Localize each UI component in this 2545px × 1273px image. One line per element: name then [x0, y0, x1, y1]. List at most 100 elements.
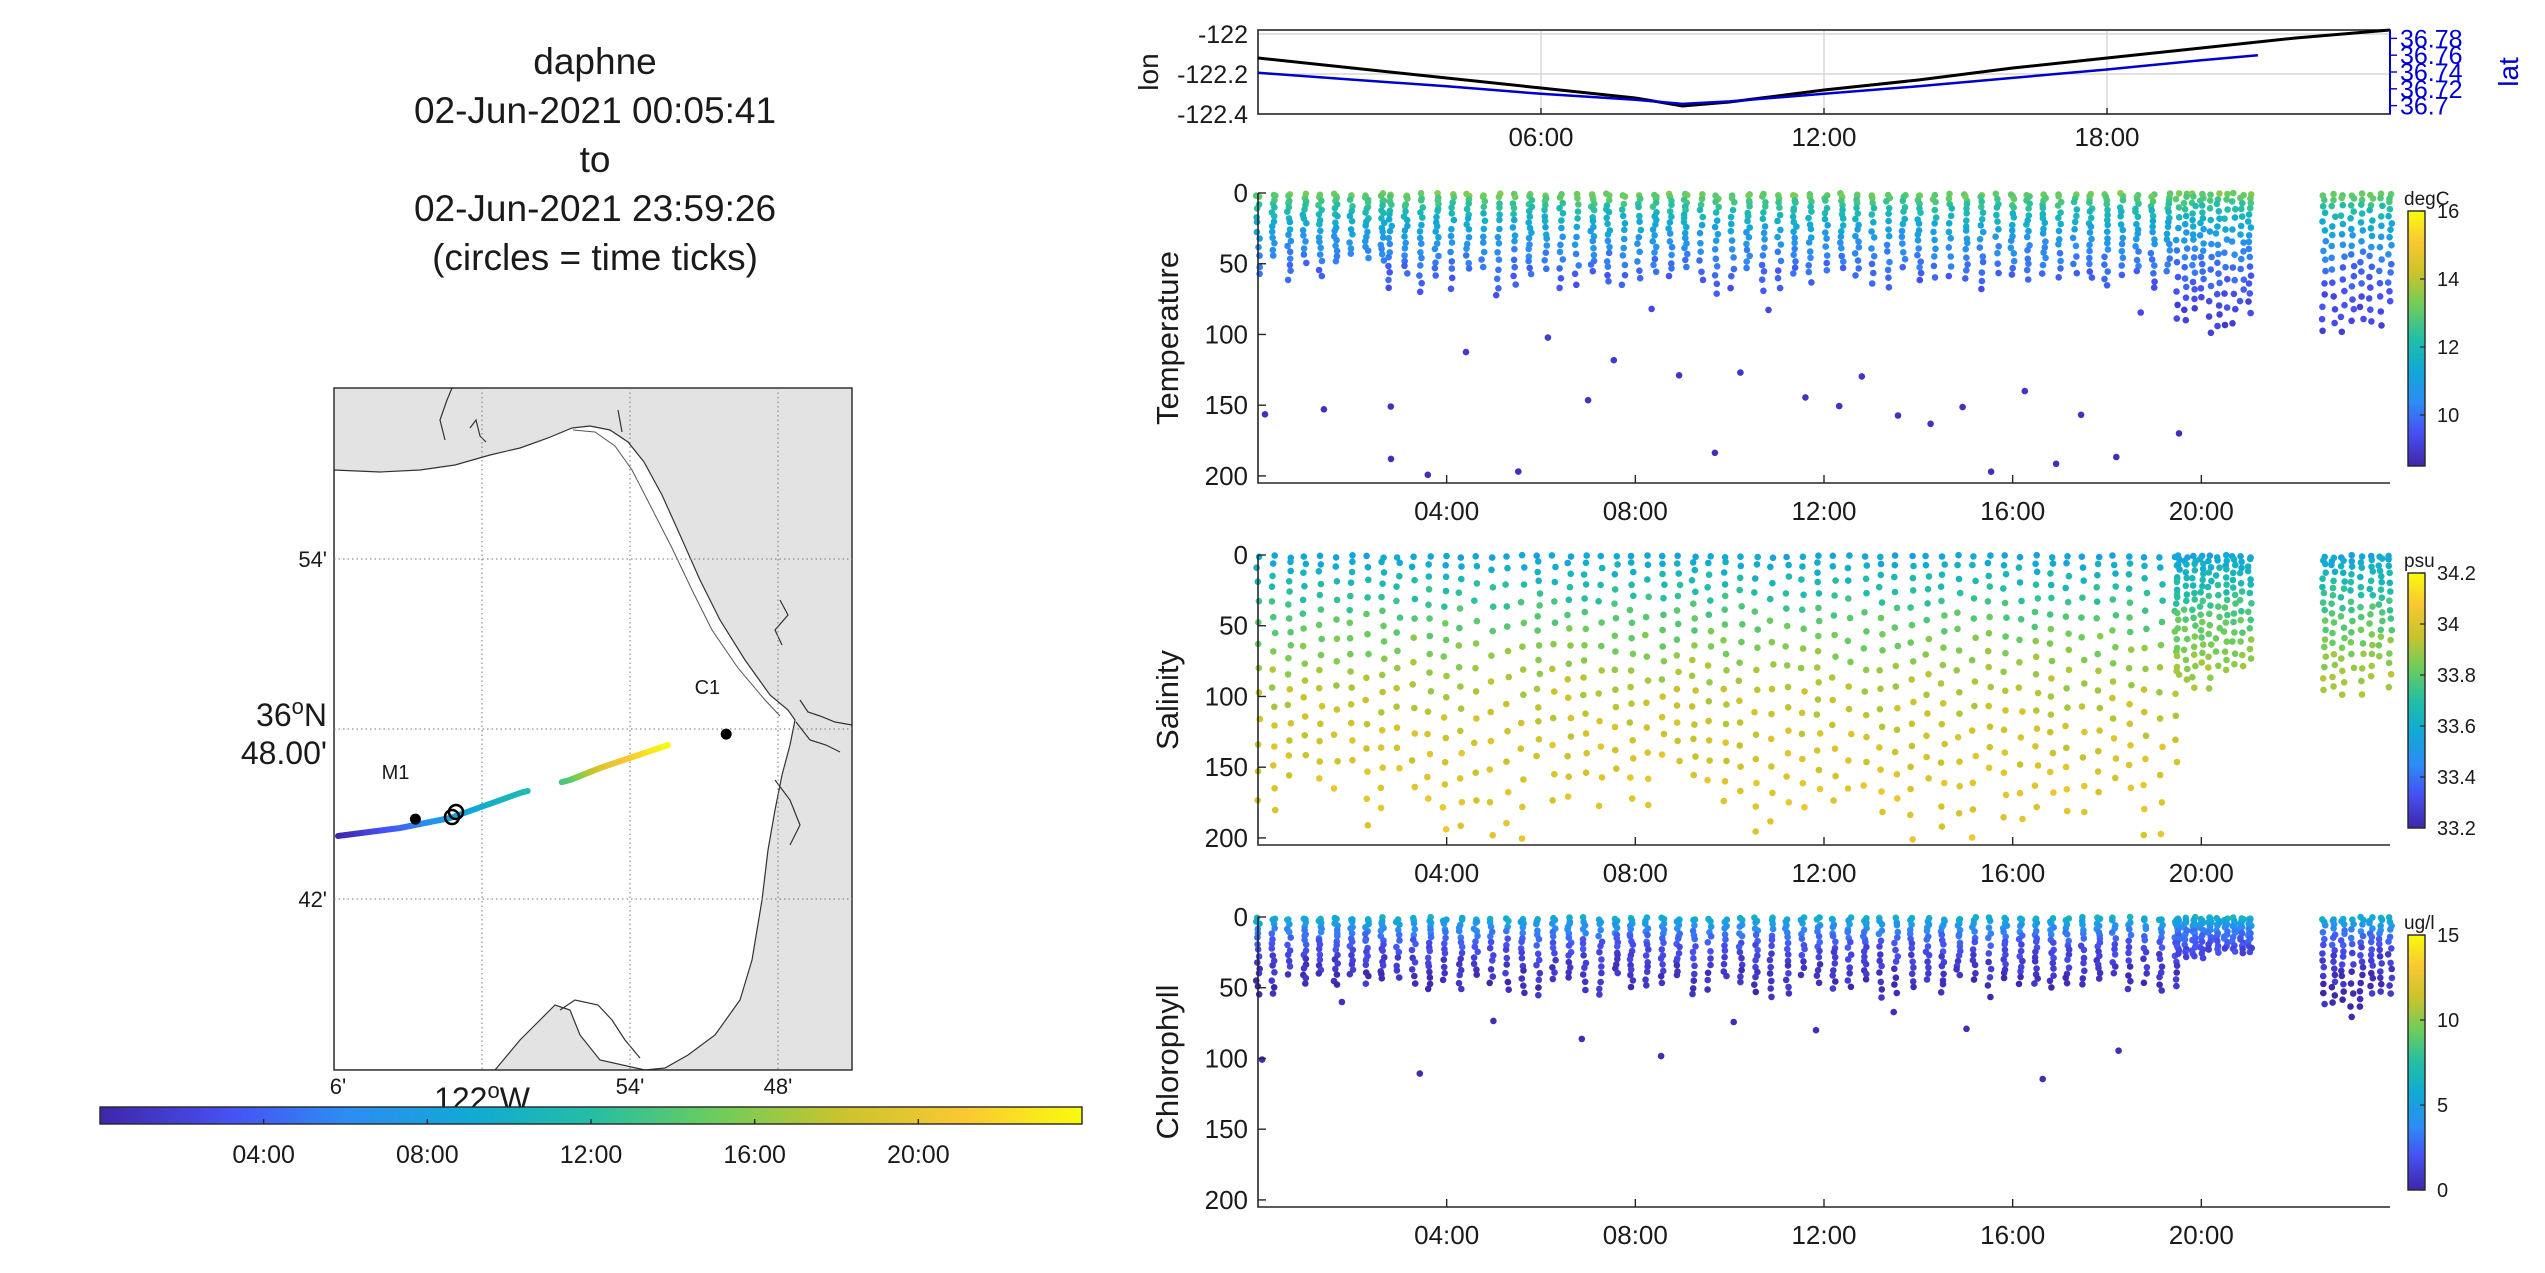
salinity-point	[2319, 599, 2327, 606]
chlorophyll-point	[1816, 961, 1824, 968]
temperature-point	[2118, 262, 2125, 269]
chlorophyll-point	[1985, 934, 1992, 942]
chlorophyll-point	[1472, 919, 1480, 926]
chlorophyll-point	[2369, 925, 2376, 932]
chlorophyll-point	[2199, 926, 2207, 934]
salinity-point	[1783, 773, 1790, 780]
salinity-point	[1426, 669, 1433, 676]
chlorophyll-point	[1767, 985, 1774, 992]
salinity-point	[2191, 633, 2199, 640]
position-x-tick-label: 06:00	[1508, 122, 1573, 152]
salinity-point	[1690, 735, 1697, 743]
temperature-point	[2024, 255, 2032, 263]
temperature-point	[2132, 243, 2139, 250]
chlorophyll-point	[2320, 989, 2327, 997]
chlorophyll-point	[1489, 973, 1497, 980]
temperature-point	[1649, 226, 1657, 233]
salinity-point	[1410, 553, 1417, 561]
chlorophyll-point	[1315, 970, 1323, 977]
temperature-point	[2182, 316, 2190, 324]
temperature-point	[1387, 455, 1395, 463]
chlorophyll-point	[1877, 937, 1885, 945]
salinity-point	[1253, 564, 1260, 571]
temperature-point	[2134, 213, 2142, 221]
temperature-point	[2197, 219, 2204, 227]
temperature-point	[2244, 218, 2252, 225]
temperature-point	[2104, 239, 2111, 247]
chlorophyll-point	[1332, 946, 1340, 953]
temperature-point	[2101, 253, 2108, 261]
salinity-point	[2204, 583, 2212, 591]
temperature-point	[2073, 269, 2081, 277]
temperature-point	[1401, 227, 1409, 234]
temperature-point	[2200, 225, 2207, 233]
salinity-point	[2191, 567, 2199, 574]
salinity-point	[2338, 691, 2346, 698]
chlorophyll-point	[2080, 946, 2088, 954]
chlorophyll-point	[1549, 920, 1556, 927]
salinity-point	[2001, 749, 2009, 756]
salinity-point	[1564, 559, 1571, 567]
chlorophyll-point	[1302, 980, 1309, 987]
chlorophyll-point	[1503, 927, 1510, 935]
temperature-point	[1448, 210, 1456, 217]
salinity-point	[1363, 720, 1371, 728]
temperature-point	[2150, 270, 2157, 277]
chlorophyll-point	[1814, 966, 1822, 974]
chlorophyll-point	[1752, 973, 1759, 981]
salinity-point	[2385, 659, 2393, 667]
temperature-point	[1316, 220, 1323, 228]
chlorophyll-point	[1955, 952, 1963, 959]
temperature-point	[1962, 227, 1970, 234]
salinity-point	[1659, 560, 1666, 568]
temperature-point	[2119, 226, 2127, 234]
temperature-point	[2104, 206, 2111, 214]
temperature-point	[1605, 197, 1613, 204]
temperature-point	[1823, 252, 1831, 259]
chlorophyll-point	[2347, 1003, 2354, 1010]
chlorophyll-point	[1549, 944, 1557, 952]
temperature-point	[2387, 226, 2394, 233]
salinity-point	[1924, 585, 1932, 593]
salinity-point	[2220, 628, 2228, 635]
temperature-point	[1790, 270, 1797, 277]
chlorophyll-point	[1533, 961, 1540, 969]
salinity-point	[2094, 650, 2101, 658]
temperature-point	[2175, 190, 2183, 197]
chlorophyll-point	[2357, 952, 2364, 959]
salinity-point	[2002, 687, 2009, 695]
temperature-point	[1348, 217, 1356, 225]
temperature-point	[1963, 254, 1970, 261]
chlorophyll-point	[2126, 963, 2134, 970]
temperature-point	[2376, 267, 2383, 275]
temperature-point	[1480, 210, 1487, 217]
salinity-point	[1986, 743, 1994, 751]
salinity-point	[1704, 584, 1711, 591]
salinity-point	[1968, 834, 1976, 841]
temperature-point	[1774, 248, 1782, 256]
salinity-point	[2047, 625, 2055, 633]
temperature-point	[2134, 230, 2141, 237]
salinity-point	[1968, 656, 1976, 664]
salinity-point	[2032, 560, 2039, 568]
salinity-point	[1456, 605, 1464, 612]
temperature-point	[1743, 240, 1750, 248]
salinity-point	[2015, 564, 2023, 571]
salinity-point	[2196, 555, 2204, 563]
chlorophyll-point	[1395, 974, 1403, 981]
temperature-point	[2349, 296, 2356, 303]
temperature-point	[1447, 285, 1455, 293]
salinity-point	[1691, 615, 1698, 622]
temperature-point	[2164, 261, 2171, 268]
temperature-point	[1765, 306, 1772, 314]
chlorophyll-point	[1393, 943, 1400, 951]
chlorophyll-point	[2049, 959, 2057, 967]
chlorophyll-point	[1456, 960, 1463, 968]
temperature-point	[2174, 301, 2181, 309]
temperature-point	[1711, 223, 1719, 231]
salinity-point	[1797, 664, 1805, 672]
temperature-point	[1332, 219, 1339, 226]
salinity-point	[1783, 605, 1790, 612]
chlorophyll-point	[2388, 974, 2396, 982]
chlorophyll-point	[2321, 1000, 2328, 1008]
